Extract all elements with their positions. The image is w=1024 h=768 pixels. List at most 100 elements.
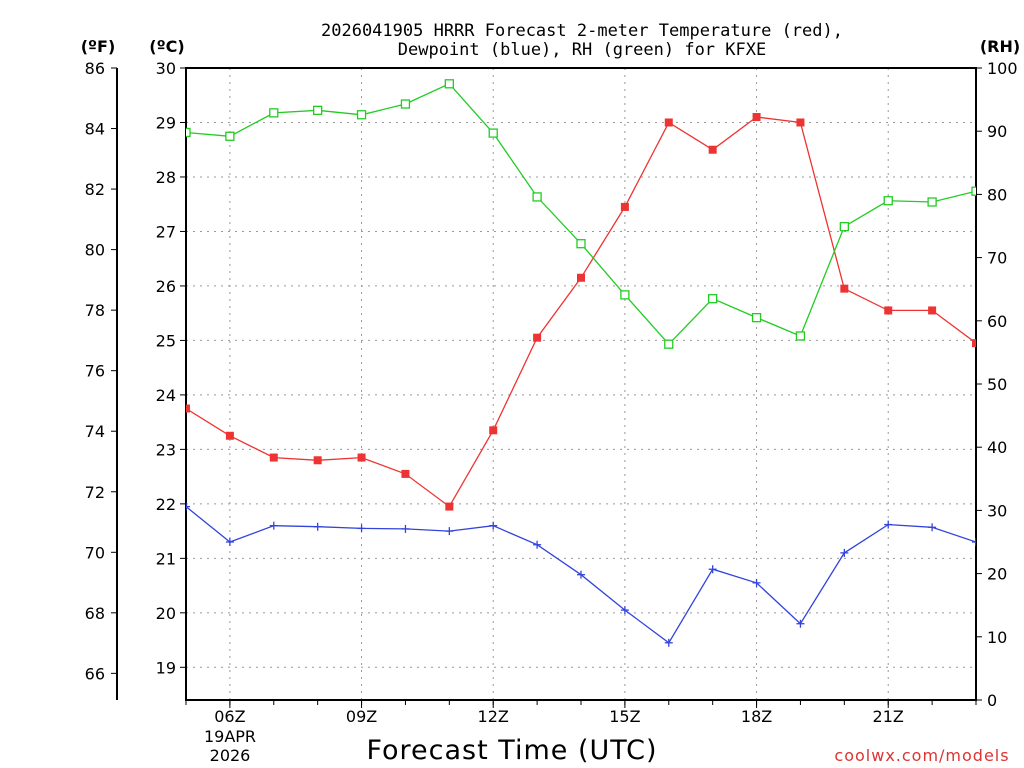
rh-tick-label: 50 [987,375,1007,394]
series-point-2 [532,192,542,202]
series-point-2 [356,110,367,120]
series-point-2 [488,128,498,138]
celsius-tick-label: 21 [156,549,176,568]
rh-tick-label: 40 [987,438,1007,457]
series-line-2 [186,83,976,346]
series-point-1 [401,524,410,533]
plot-frame [185,67,977,701]
series-point-0 [796,118,805,127]
rh-tick-label: 20 [987,565,1007,584]
chart-title-line1: 2026041905 HRRR Forecast 2-meter Tempera… [321,21,843,41]
series-point-0 [225,431,234,440]
series-point-0 [577,273,585,282]
series-point-2 [883,196,893,206]
series-point-2 [313,105,323,115]
x-tick-labels: 06Z 09Z 12Z 15Z 18Z 21Z [214,707,904,726]
series-point-2 [444,79,454,89]
fahrenheit-tick-label: 84 [85,120,105,139]
series-point-0 [401,469,410,478]
series-0 [186,113,976,511]
series-point-0 [972,339,976,348]
celsius-tick-labels: 19 20 21 22 23 24 25 26 27 28 29 30 [156,59,176,677]
fahrenheit-tick-label: 70 [85,543,105,562]
rh-tick-label: 10 [987,628,1007,647]
series-point-2 [186,127,191,138]
credit-label: coolwx.com/models [834,746,1009,765]
series-point-0 [664,118,673,127]
grid-lines [186,67,976,700]
celsius-tick-label: 29 [156,113,176,132]
series-point-1 [269,521,278,530]
series-point-1 [445,527,454,536]
x-tick-label: 06Z [214,707,245,726]
celsius-tick-label: 26 [156,277,176,296]
series-point-1 [489,521,498,530]
series-group [186,79,976,647]
series-point-0 [840,284,849,293]
rh-unit-label: (RH) [980,37,1020,56]
series-point-1 [752,578,761,587]
series-point-2 [839,221,849,232]
fahrenheit-unit-label: (ºF) [81,37,116,56]
series-point-0 [708,145,717,154]
rh-tick-label: 0 [987,691,997,710]
series-2 [186,79,976,349]
series-point-0 [620,202,629,211]
fahrenheit-tick-label: 74 [85,422,105,441]
fahrenheit-tick-label: 76 [85,362,105,381]
x-tick-label: 15Z [609,707,640,726]
series-point-1 [708,565,717,574]
x-axis-title: Forecast Time (UTC) [366,735,657,766]
series-point-2 [664,339,674,349]
fahrenheit-tick-label: 66 [85,664,105,683]
rh-tick-label: 100 [987,59,1018,78]
series-point-1 [577,570,585,579]
rh-tick-label: 30 [987,501,1007,520]
series-point-1 [972,538,976,546]
series-point-1 [313,522,322,531]
series-point-0 [313,456,322,465]
series-point-0 [752,113,761,122]
series-point-1 [533,540,542,549]
series-point-0 [445,502,454,511]
series-point-0 [533,333,542,342]
celsius-tick-label: 19 [156,658,176,677]
fahrenheit-tick-label: 78 [85,301,105,320]
series-point-1 [884,520,893,529]
celsius-tick-label: 28 [156,168,176,187]
x-tick-label: 09Z [346,707,377,726]
x-tick-label: 12Z [478,707,509,726]
celsius-tick-label: 20 [156,604,176,623]
fahrenheit-tick-label: 82 [85,180,105,199]
series-1 [186,502,976,647]
series-point-1 [186,502,190,511]
series-line-0 [186,116,976,508]
series-point-1 [357,524,366,533]
celsius-unit-label: (ºC) [149,37,184,56]
celsius-tick-label: 25 [156,331,176,350]
series-point-1 [620,606,629,615]
series-point-2 [400,99,411,109]
series-point-0 [928,306,937,315]
series-point-2 [269,108,279,118]
rh-tick-label: 60 [987,312,1007,331]
series-point-1 [840,548,849,557]
series-point-2 [751,312,762,323]
date-label-day: 19APR [204,727,256,746]
fahrenheit-tick-label: 80 [85,241,105,260]
celsius-tick-label: 22 [156,495,176,514]
series-point-2 [795,331,806,341]
series-point-2 [708,294,718,304]
rh-tick-label: 80 [987,185,1007,204]
x-tick-label: 18Z [741,707,772,726]
fahrenheit-tick-label: 72 [85,483,105,502]
celsius-tick-label: 27 [156,222,176,241]
rh-tick-label: 90 [987,122,1007,141]
series-point-1 [225,538,234,546]
series-point-2 [620,290,630,300]
celsius-tick-label: 23 [156,440,176,459]
chart-title-line2: Dewpoint (blue), RH (green) for KFXE [398,40,766,60]
fahrenheit-tick-label: 86 [85,59,105,78]
series-point-1 [664,638,673,647]
